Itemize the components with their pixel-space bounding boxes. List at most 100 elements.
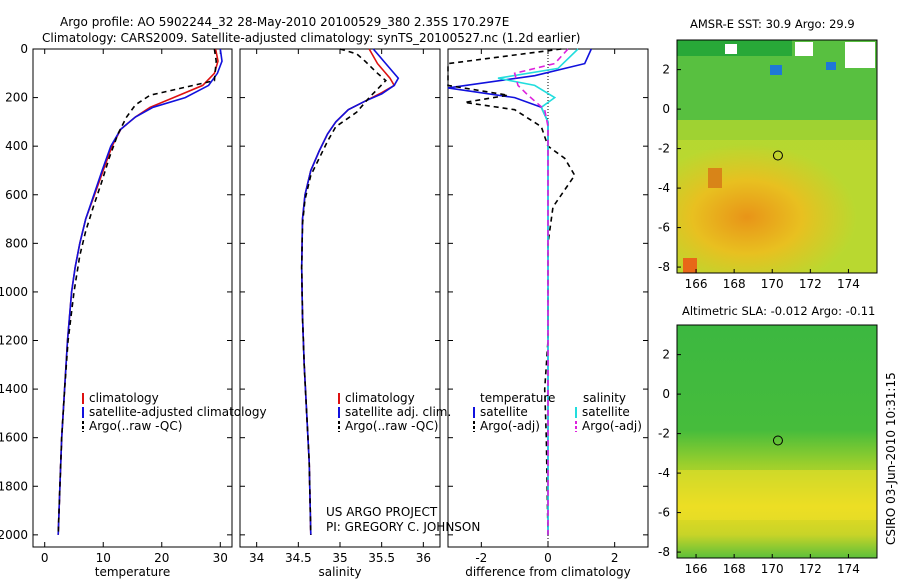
series-line-salinity-satellite: [497, 48, 579, 535]
figure-title-line2: Climatology: CARS2009. Satellite-adjuste…: [42, 31, 580, 45]
x-tick-label: 20: [154, 551, 169, 565]
map-y-tick-label: 2: [662, 348, 670, 362]
map-x-tick-label: 166: [685, 277, 708, 291]
x-axis-label: temperature: [95, 565, 170, 579]
x-tick-label: 34: [249, 551, 264, 565]
map-y-tick-label: -4: [658, 466, 670, 480]
sst-map-frame: [676, 39, 878, 274]
series-line-climatology: [300, 48, 396, 535]
x-tick-label: 34.5: [285, 551, 312, 565]
sst-map-panel: AMSR-E SST: 30.9 Argo: 29.9 166 168 170 172…: [658, 17, 878, 291]
series-line-argo-raw-qc-: [300, 48, 387, 535]
y-tick-label: 1800: [0, 479, 28, 493]
y-tick-label: 0: [20, 42, 28, 56]
legend-label: satellite: [582, 405, 630, 419]
sla-map-frame: [676, 324, 878, 559]
y-tick-label: 1200: [0, 334, 28, 348]
sst-argo-location-marker: [772, 150, 783, 161]
map-y-tick-label: 0: [662, 387, 670, 401]
y-tick-label: 1600: [0, 431, 28, 445]
x-tick-label: 0: [41, 551, 49, 565]
legend-label: Argo(-adj): [480, 419, 540, 433]
x-tick-label: 36: [416, 551, 431, 565]
timestamp-label: CSIRO 03-Jun-2010 10:31:15: [884, 372, 898, 545]
y-tick-label: 1000: [0, 285, 28, 299]
sst-hot-patch: [708, 168, 722, 188]
sst-cold-patch: [826, 62, 836, 70]
sst-map-title: AMSR-E SST: 30.9 Argo: 29.9: [690, 17, 855, 31]
sst-map-axes: 166 168 170 172 174 2 0 -2 -4 -6 -8: [658, 63, 860, 291]
legend-title: temperature: [480, 391, 555, 405]
sst-hot-patch: [683, 258, 697, 273]
y-tick-label: 400: [5, 139, 28, 153]
y-tick-label: 1400: [0, 382, 28, 396]
y-tick-label: 800: [5, 236, 28, 250]
sst-cold-patch: [770, 65, 782, 75]
sst-nodata-patch: [725, 44, 737, 54]
map-y-tick-label: -2: [658, 142, 670, 156]
temperature-panel: 0 10 20 30 0 200 400 600 800 1000 1200 1400 1600 1800…: [0, 42, 267, 579]
legend-label: satellite-adjusted climatology: [89, 405, 267, 419]
series-line-satellite-adjusted-climatology: [57, 48, 223, 535]
map-y-tick-label: -2: [658, 427, 670, 441]
legend-label: satellite adj. clim.: [345, 405, 451, 419]
pi-label: PI: GREGORY C. JOHNSON: [326, 520, 480, 534]
map-x-tick-label: 168: [723, 277, 746, 291]
map-y-tick-label: 0: [662, 102, 670, 116]
legend-label: satellite: [480, 405, 528, 419]
sla-high-band: [677, 470, 877, 520]
map-x-tick-label: 168: [723, 562, 746, 576]
legend-title: salinity: [583, 391, 626, 405]
x-tick-label: 35: [332, 551, 347, 565]
series-line-salinity-argo-adj-: [513, 48, 569, 535]
x-tick-label: -2: [475, 551, 487, 565]
sla-map-panel: Altimetric SLA: -0.012 Argo: -0.11 166 16…: [658, 304, 878, 576]
salinity-panel: 34 34.5 35 35.5 36 salinity climatologysatelli…: [239, 48, 451, 579]
sst-warm-pool: [677, 140, 877, 273]
sla-map-axes: 166 168 170 172 174 2 0 -2 -4 -6 -8: [658, 348, 860, 576]
series-line-argo-raw-qc-: [57, 48, 218, 535]
map-x-tick-label: 174: [837, 277, 860, 291]
map-x-tick-label: 170: [761, 562, 784, 576]
map-y-tick-label: 2: [662, 63, 670, 77]
map-y-tick-label: -8: [658, 545, 670, 559]
x-tick-label: 0: [544, 551, 552, 565]
legend-label: Argo(-adj): [582, 419, 642, 433]
map-x-tick-label: 174: [837, 562, 860, 576]
y-tick-label: 600: [5, 188, 28, 202]
legend-label: Argo(..raw -QC): [345, 419, 438, 433]
map-y-tick-label: -8: [658, 260, 670, 274]
map-x-tick-label: 170: [761, 277, 784, 291]
legend-label: climatology: [89, 391, 159, 405]
x-tick-label: 2: [611, 551, 619, 565]
sla-map-background: [677, 325, 877, 558]
sla-argo-location-marker: [772, 435, 783, 446]
series-line-temperature-argo-adj-: [447, 48, 576, 535]
x-tick-label: 10: [96, 551, 111, 565]
map-x-tick-label: 166: [685, 562, 708, 576]
sst-nodata-patch: [795, 42, 813, 56]
plot-frame: [32, 48, 233, 548]
map-x-tick-label: 172: [799, 277, 822, 291]
legend-label: climatology: [345, 391, 415, 405]
sla-map-title: Altimetric SLA: -0.012 Argo: -0.11: [682, 304, 875, 318]
map-y-tick-label: -6: [658, 221, 670, 235]
y-tick-label: 2000: [0, 528, 28, 542]
series-line-temperature-satellite: [447, 48, 593, 535]
series-line-climatology: [57, 48, 219, 535]
project-label: US ARGO PROJECT: [326, 505, 438, 519]
x-tick-label: 35.5: [368, 551, 395, 565]
x-tick-label: 30: [213, 551, 228, 565]
legend-label: Argo(..raw -QC): [89, 419, 182, 433]
map-x-tick-label: 172: [799, 562, 822, 576]
map-y-tick-label: -4: [658, 181, 670, 195]
figure-title-line1: Argo profile: AO 5902244_32 28-May-2010 …: [60, 15, 509, 29]
x-axis-label: difference from climatology: [465, 565, 631, 579]
y-tick-label: 200: [5, 91, 28, 105]
x-axis-label: salinity: [318, 565, 361, 579]
map-y-tick-label: -6: [658, 506, 670, 520]
series-line-satellite-adj-clim-: [300, 48, 400, 535]
sst-nodata-patch: [845, 42, 875, 68]
